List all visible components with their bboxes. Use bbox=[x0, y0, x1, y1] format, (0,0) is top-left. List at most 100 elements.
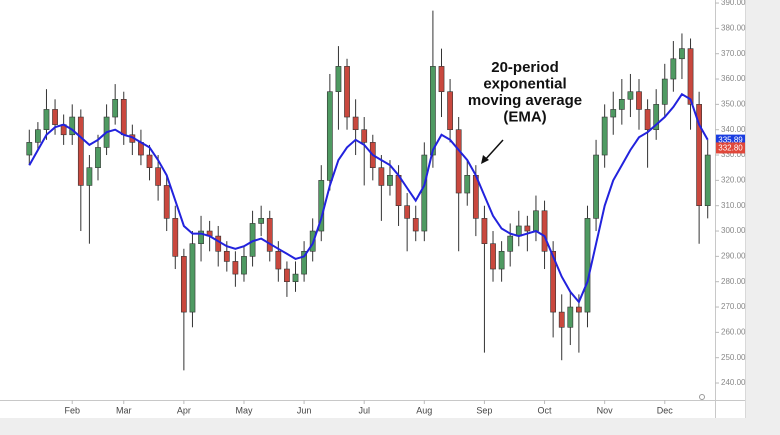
candle-body bbox=[301, 250, 307, 275]
candle-body bbox=[378, 167, 385, 186]
candle-body bbox=[601, 116, 608, 156]
candle-body bbox=[258, 218, 265, 224]
candle-body bbox=[86, 167, 93, 186]
candle-body bbox=[533, 210, 539, 232]
y-tick-label: 290.00 bbox=[721, 251, 746, 260]
candle-body bbox=[704, 154, 711, 206]
x-tick-label: Apr bbox=[177, 405, 191, 415]
candle-body bbox=[507, 235, 514, 252]
annotation-arrowhead bbox=[481, 155, 489, 164]
candle-body bbox=[498, 250, 505, 270]
x-tick-label: Oct bbox=[538, 405, 553, 415]
candle-body bbox=[610, 109, 617, 118]
candle-body bbox=[679, 48, 685, 60]
candle-body bbox=[696, 104, 702, 206]
candle-body bbox=[558, 311, 565, 328]
candle-body bbox=[232, 261, 239, 275]
y-tick-label: 310.00 bbox=[721, 201, 746, 210]
x-tick-label: Dec bbox=[657, 405, 674, 415]
y-tick-label: 360.00 bbox=[721, 74, 746, 83]
candle-body bbox=[189, 243, 196, 313]
y-tick-label: 330.00 bbox=[721, 150, 746, 159]
candle-body bbox=[404, 205, 411, 219]
candle-body bbox=[584, 218, 591, 313]
candle-body bbox=[77, 116, 84, 186]
candle-body bbox=[387, 175, 393, 186]
candle-body bbox=[653, 104, 660, 131]
candle-body bbox=[112, 99, 119, 118]
y-tick-label: 390.00 bbox=[721, 0, 746, 7]
candle-body bbox=[146, 154, 153, 169]
candle-body bbox=[464, 175, 471, 194]
candle-body bbox=[670, 58, 677, 80]
candle-body bbox=[69, 116, 76, 136]
chart-area bbox=[0, 0, 745, 418]
candle-body bbox=[490, 243, 496, 270]
candle-body bbox=[292, 273, 299, 282]
y-tick-label: 380.00 bbox=[721, 23, 746, 32]
y-tick-label: 370.00 bbox=[721, 49, 746, 58]
candle-body bbox=[35, 129, 41, 143]
candle-body bbox=[52, 109, 58, 125]
y-tick-label: 240.00 bbox=[721, 378, 746, 387]
candle-body bbox=[644, 109, 651, 131]
candle-body bbox=[576, 306, 582, 313]
candle-body bbox=[593, 154, 599, 219]
x-tick-label: Jul bbox=[358, 405, 370, 415]
price-tag bbox=[716, 142, 745, 154]
candle-body bbox=[395, 175, 402, 206]
candle-body bbox=[567, 306, 574, 328]
x-tick-label: Sep bbox=[476, 405, 492, 415]
annotation-arrow bbox=[483, 139, 504, 162]
candle-body bbox=[352, 116, 359, 131]
x-tick-label: Nov bbox=[597, 405, 614, 415]
price-tag-label: 335.89 bbox=[718, 136, 743, 145]
candle-body bbox=[636, 91, 642, 110]
candle-body bbox=[43, 109, 50, 131]
ema-line bbox=[28, 92, 709, 304]
candle-body bbox=[180, 256, 187, 313]
candle-body bbox=[550, 250, 557, 313]
candle-body bbox=[627, 91, 634, 100]
candle-body bbox=[26, 142, 33, 156]
candle-body bbox=[163, 185, 170, 219]
candle-body bbox=[241, 256, 247, 275]
annotation-text: exponential bbox=[483, 75, 566, 92]
candle-body bbox=[661, 78, 668, 105]
x-tick-label: May bbox=[235, 405, 253, 415]
candle-body bbox=[223, 250, 230, 262]
candle-body bbox=[447, 91, 453, 131]
candle-body bbox=[215, 235, 222, 252]
candle-body bbox=[198, 230, 204, 244]
y-tick-label: 340.00 bbox=[721, 125, 746, 134]
x-tick-label: Mar bbox=[116, 405, 132, 415]
annotation-text: moving average bbox=[468, 92, 582, 109]
candle-body bbox=[344, 66, 350, 118]
candle-body bbox=[155, 167, 161, 186]
candle-body bbox=[120, 99, 127, 136]
y-tick-label: 270.00 bbox=[721, 302, 746, 311]
candle-body bbox=[361, 129, 368, 143]
x-tick-label: Feb bbox=[64, 405, 80, 415]
y-tick-label: 350.00 bbox=[721, 99, 746, 108]
candle-body bbox=[412, 218, 419, 232]
price-tag bbox=[716, 134, 745, 146]
annotation-text: (EMA) bbox=[503, 108, 546, 125]
candle-body bbox=[335, 66, 342, 93]
candle-body bbox=[421, 154, 428, 232]
candle-body bbox=[284, 268, 290, 282]
y-tick-label: 260.00 bbox=[721, 327, 746, 336]
y-tick-label: 300.00 bbox=[721, 226, 746, 235]
candle-body bbox=[687, 48, 694, 105]
candle-body bbox=[438, 66, 445, 93]
candle-body bbox=[266, 218, 273, 252]
candle-body bbox=[430, 66, 436, 156]
settings-icon[interactable] bbox=[699, 394, 705, 400]
y-tick-label: 250.00 bbox=[721, 353, 746, 362]
candle-body bbox=[172, 218, 179, 257]
candle-body bbox=[524, 225, 531, 232]
candle-body bbox=[275, 250, 282, 270]
